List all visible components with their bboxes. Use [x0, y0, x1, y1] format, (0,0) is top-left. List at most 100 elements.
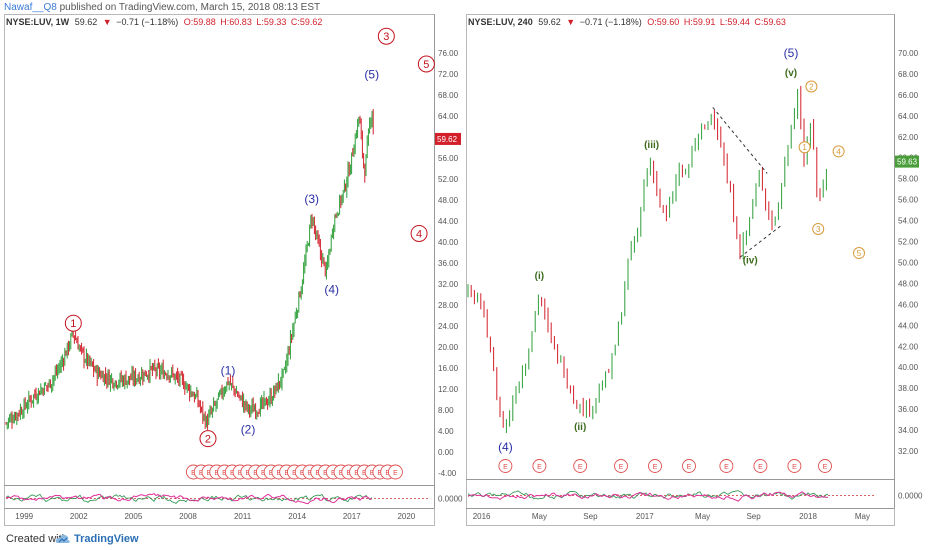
right-wave-label: 1: [802, 143, 807, 152]
author-name[interactable]: Nawaf__Q8: [4, 2, 57, 13]
created-with-label: Created with: [6, 533, 68, 545]
left-earnings-label: E: [292, 470, 297, 477]
right-earnings-label: E: [758, 464, 763, 471]
right-y-tick-label: 50.00: [898, 258, 919, 267]
right-x-tick-label: Sep: [746, 512, 761, 521]
left-earnings-label: E: [385, 470, 390, 477]
left-wave-label: (2): [241, 423, 256, 437]
right-wave-circle: [853, 247, 865, 260]
left-earnings-label: E: [378, 470, 383, 477]
right-x-tick-label: 2018: [799, 512, 817, 521]
right-earnings-label: E: [578, 464, 583, 471]
left-wave-label: (5): [364, 68, 379, 82]
right-wave-label: 2: [809, 82, 814, 91]
right-legend: NYSE:LUV, 240 59.62 ▼ −0.71 (−1.18%) O:5…: [468, 17, 786, 27]
right-legend-close: C:59.63: [754, 17, 786, 27]
left-last-price-label: 59.62: [437, 135, 458, 144]
left-legend-high: H:60.83: [220, 17, 252, 27]
left-y-tick-label: 36.00: [438, 259, 459, 268]
right-earnings-marker: [498, 459, 513, 473]
right-wave-label: (5): [784, 46, 799, 60]
left-earnings-label: E: [269, 470, 274, 477]
left-y-tick-label: 16.00: [438, 364, 459, 373]
left-legend-symbol: NYSE:LUV, 1W: [6, 17, 70, 27]
right-earnings-label: E: [687, 464, 692, 471]
left-y-tick-label: 72.00: [438, 70, 459, 79]
right-y-tick-label: 38.00: [898, 384, 919, 393]
left-last-price-box: [435, 132, 461, 145]
left-legend-close: C:59.62: [291, 17, 323, 27]
left-legend-change: −0.71 (−1.18%): [116, 17, 178, 27]
right-earnings-marker: [818, 459, 832, 473]
left-y-tick-label: 76.00: [438, 49, 459, 58]
left-chart-layer: -4.00 0.00 4.00 8.00 12.00 16.00 20.00 24.00 28.…: [5, 27, 463, 521]
right-earnings-marker: [682, 459, 696, 473]
left-earnings-label: E: [230, 470, 235, 477]
right-x-tick-label: May: [532, 512, 547, 521]
left-y-tick-label: 0.00: [438, 448, 454, 457]
left-earnings-label: E: [370, 470, 375, 477]
right-wave-circle: [832, 145, 845, 158]
left-oscillator-signal-line: [5, 493, 373, 505]
left-wave-circle: [417, 55, 435, 73]
left-earnings-label: E: [277, 470, 282, 477]
right-trendline: [712, 107, 768, 174]
right-wave-label: 4: [836, 147, 841, 156]
left-x-tick-label: 2011: [234, 512, 252, 521]
right-y-tick-label: 46.00: [898, 300, 919, 309]
left-y-tick-label: 40.00: [438, 238, 459, 247]
left-y-tick-label: -4.00: [438, 469, 457, 478]
tradingview-brand[interactable]: TradingView: [74, 533, 139, 545]
left-wave-circle: [199, 430, 217, 448]
left-legend: NYSE:LUV, 1W 59.62 ▼ −0.71 (−1.18%) O:59…: [6, 17, 322, 27]
left-earnings-label: E: [261, 470, 266, 477]
right-earnings-label: E: [792, 464, 797, 471]
left-y-tick-label: 52.00: [438, 175, 459, 184]
left-earnings-label: E: [308, 470, 313, 477]
left-y-tick-label: 68.00: [438, 91, 459, 100]
left-earnings-label: E: [253, 470, 258, 477]
right-y-tick-label: 54.00: [898, 217, 919, 226]
left-earnings-label: E: [331, 470, 336, 477]
publish-info: published on TradingView.com, March 15, …: [59, 2, 321, 13]
right-wave-label: (iv): [743, 255, 758, 266]
right-earnings-marker: [532, 459, 547, 473]
left-y-tick-label: 28.00: [438, 301, 459, 310]
right-earnings-marker: [614, 459, 628, 473]
right-wave-label: (iii): [644, 140, 659, 151]
left-y-tick-label: 48.00: [438, 196, 459, 205]
right-earnings-label: E: [503, 464, 508, 471]
left-y-tick-label: 12.00: [438, 385, 459, 394]
right-chart-layer: 32.00 34.00 36.00 38.00 40.00 42.00 44.00 46.00…: [467, 46, 923, 521]
right-y-tick-label: 66.00: [898, 91, 919, 100]
left-earnings-marker: [387, 464, 403, 480]
right-legend-open: O:59.60: [647, 17, 679, 27]
left-earnings-label: E: [393, 470, 398, 477]
right-wave-label: 3: [816, 225, 821, 234]
right-legend-low: L:59.44: [720, 17, 750, 27]
right-y-tick-label: 34.00: [898, 426, 919, 435]
left-earnings-label: E: [207, 470, 212, 477]
right-last-price-label: 59.63: [897, 158, 918, 167]
right-chart-frame: [466, 14, 895, 526]
left-wave-label: (1): [221, 363, 236, 377]
left-earnings-label: E: [238, 470, 243, 477]
left-x-tick-label: 2017: [343, 512, 361, 521]
right-y-tick-label: 70.00: [898, 49, 919, 58]
right-legend-high: H:59.91: [684, 17, 716, 27]
left-earnings-label: E: [339, 470, 344, 477]
left-earnings-label: E: [199, 470, 204, 477]
left-earnings-label: E: [284, 470, 289, 477]
right-oscillator-signal-line: [467, 491, 829, 502]
right-oscillator-tick-label: 0.0000: [898, 492, 923, 501]
left-y-tick-label: 24.00: [438, 322, 459, 331]
right-y-tick-label: 62.00: [898, 133, 919, 142]
right-y-tick-label: 32.00: [898, 447, 919, 456]
right-legend-last: 59.62: [538, 17, 561, 27]
left-earnings-label: E: [245, 470, 250, 477]
left-wave-label: 3: [383, 31, 389, 43]
left-y-tick-label: 64.00: [438, 112, 459, 121]
left-wave-circle: [410, 224, 428, 242]
right-x-tick-label: 2016: [473, 512, 491, 521]
right-wave-circle: [805, 80, 818, 93]
